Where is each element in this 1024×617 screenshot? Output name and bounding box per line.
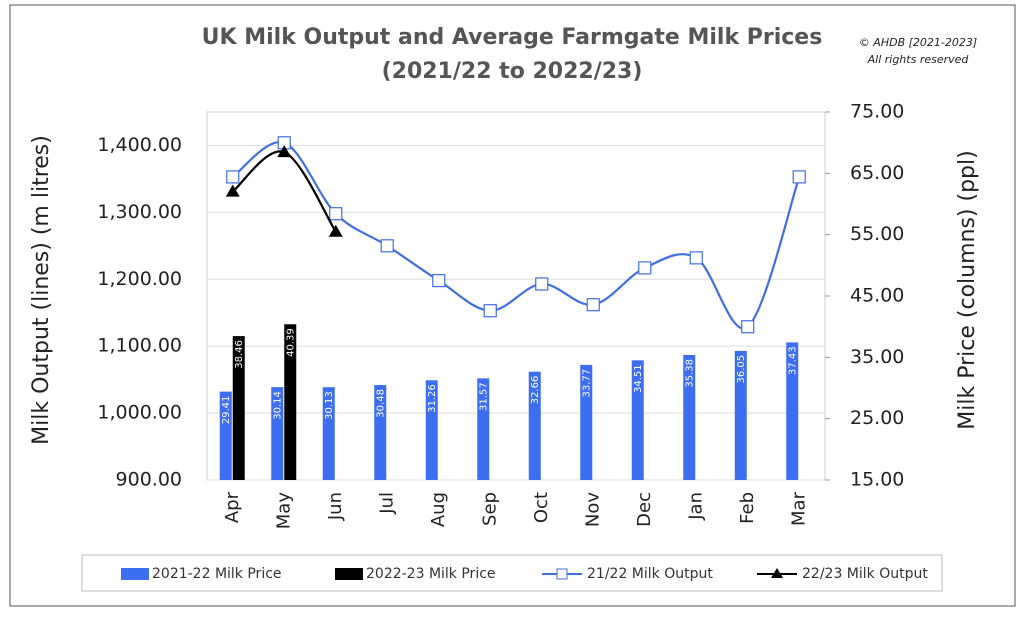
line-marker xyxy=(483,304,497,318)
bar xyxy=(425,380,438,480)
value-label: 38.46 xyxy=(234,340,245,369)
annotation: © AHDB [2021-2023] xyxy=(859,36,977,49)
x-tick-label: Sep xyxy=(479,492,500,526)
annotation: All rights reserved xyxy=(867,53,970,66)
y2-tick-label: 65.00 xyxy=(850,162,904,184)
y-tick-label: 1,200.00 xyxy=(97,268,182,290)
value-label: 37.43 xyxy=(787,346,798,375)
value-label: 30.13 xyxy=(324,391,335,420)
y2-tick-label: 35.00 xyxy=(850,346,904,368)
chart-subtitle: (2021/22 to 2022/23) xyxy=(382,59,643,84)
bar xyxy=(219,391,232,480)
bar xyxy=(580,364,593,480)
line-marker xyxy=(586,298,600,312)
x-tick-label: Feb xyxy=(737,492,758,524)
bar xyxy=(528,371,541,480)
bar xyxy=(284,324,297,480)
bar xyxy=(232,336,245,480)
value-label: 32.66 xyxy=(530,376,541,405)
y-tick-label: 1,000.00 xyxy=(97,402,182,424)
line-marker xyxy=(689,251,703,265)
x-tick-label: Jan xyxy=(685,492,706,521)
value-label: 31.57 xyxy=(478,382,489,411)
line-marker xyxy=(225,184,240,197)
legend-marker xyxy=(771,568,783,578)
value-label: 34.51 xyxy=(633,364,644,393)
x-tick-label: Oct xyxy=(531,492,552,523)
x-tick-label: Dec xyxy=(634,492,655,527)
line-marker xyxy=(638,261,652,275)
value-label: 31.26 xyxy=(427,384,438,413)
y-axis-title: Milk Output (lines) (m litres) xyxy=(29,135,54,445)
x-tick-label: May xyxy=(273,492,294,530)
line-marker xyxy=(432,274,446,288)
bar xyxy=(322,387,335,480)
y2-tick-label: 75.00 xyxy=(850,101,904,123)
bar xyxy=(271,387,284,480)
x-tick-label: Apr xyxy=(222,491,243,523)
y2-tick-label: 25.00 xyxy=(850,407,904,429)
line-marker xyxy=(328,224,343,237)
y2-tick-label: 45.00 xyxy=(850,285,904,307)
value-label: 30.48 xyxy=(375,389,386,418)
line-marker xyxy=(741,320,755,334)
legend-swatch xyxy=(335,568,363,580)
bar xyxy=(374,385,387,480)
bar xyxy=(631,360,644,480)
x-tick-label: Aug xyxy=(428,492,449,527)
line-marker xyxy=(380,239,394,253)
value-label: 36.05 xyxy=(736,355,747,384)
legend-label: 2021-22 Milk Price xyxy=(152,566,282,582)
value-label: 40.39 xyxy=(285,328,296,357)
value-label: 30.14 xyxy=(272,391,283,420)
bar xyxy=(786,342,799,480)
line-marker xyxy=(535,277,549,291)
chart-title: UK Milk Output and Average Farmgate Milk… xyxy=(202,25,823,50)
line-marker xyxy=(277,145,292,158)
value-label: 33.77 xyxy=(581,369,592,398)
legend xyxy=(81,554,943,592)
bar xyxy=(477,378,490,480)
line-marker xyxy=(329,207,343,221)
y-tick-label: 1,100.00 xyxy=(97,335,182,357)
legend-swatch xyxy=(121,568,149,580)
x-tick-label: Mar xyxy=(788,491,809,526)
y-tick-label: 1,300.00 xyxy=(97,201,182,223)
x-tick-label: Jul xyxy=(376,492,397,515)
line-marker xyxy=(226,170,240,184)
line-marker xyxy=(792,170,806,184)
value-label: 29.41 xyxy=(221,396,232,425)
legend-label: 2022-23 Milk Price xyxy=(366,566,496,582)
legend-marker xyxy=(556,568,568,580)
x-tick-label: Jun xyxy=(325,492,346,521)
y-tick-label: 900.00 xyxy=(116,469,182,491)
y-tick-label: 1,400.00 xyxy=(97,134,182,156)
bar xyxy=(734,350,747,480)
y2-tick-label: 15.00 xyxy=(850,469,904,491)
value-label: 35.38 xyxy=(684,359,695,388)
legend-label: 21/22 Milk Output xyxy=(587,566,713,582)
legend-label: 22/23 Milk Output xyxy=(802,566,928,582)
bar xyxy=(683,355,696,480)
x-tick-label: Nov xyxy=(582,492,603,527)
y2-axis-title: Milk Price (columns) (ppl) xyxy=(955,150,980,429)
y2-tick-label: 55.00 xyxy=(850,223,904,245)
